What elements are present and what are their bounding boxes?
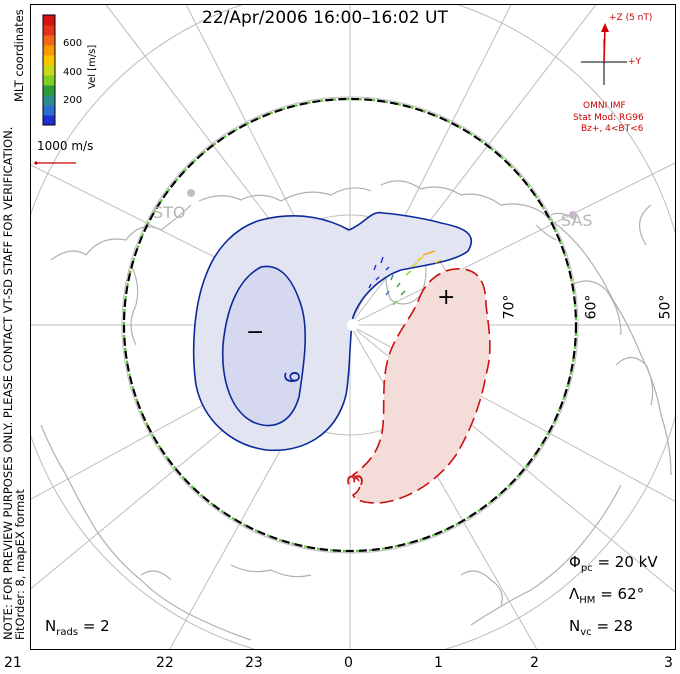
velocity-scale-tick-400: 400 — [63, 67, 83, 78]
fit-order-note: FitOrder: 8, mapEX format — [13, 489, 27, 640]
coordinate-system-label: MLT coordinates — [12, 9, 26, 102]
velocity-scale-tick-600: 600 — [63, 38, 83, 49]
color-scale-segment — [43, 75, 55, 86]
vector-count: Nvc = 28 — [569, 617, 633, 638]
radar-site-sto: STO — [153, 203, 186, 222]
mlt-hour-3: 3 — [664, 655, 673, 671]
imf-dial — [581, 23, 627, 85]
color-scale-segment — [43, 25, 55, 36]
negative-potential-minimum: − — [246, 320, 265, 345]
mlt-hour-0: 0 — [344, 655, 353, 671]
color-scale-segment — [43, 55, 55, 66]
color-scale-segment — [43, 45, 55, 56]
color-scale-segment — [43, 95, 55, 106]
positive-potential-maximum: + — [437, 285, 456, 310]
color-scale-segment — [43, 105, 55, 116]
mlt-hour-22: 22 — [156, 655, 174, 671]
imf-model-line2: Bz+, 4<BT<6 — [581, 124, 644, 134]
mlt-hour-1: 1 — [434, 655, 443, 671]
velocity-scale-label: Vel [m/s] — [87, 44, 98, 89]
imf-y-label: +Y — [628, 57, 642, 67]
color-scale-border — [42, 14, 56, 126]
negative-contour-label: 6 — [280, 370, 305, 384]
hm-boundary-latitude: ΛHM = 62° — [569, 585, 645, 606]
color-scale-segment — [43, 15, 55, 26]
map-frame: 70° 60° 50° STO SAS − + 6 3 600 400 200 … — [30, 4, 676, 650]
pole-marker — [347, 319, 359, 331]
mlt-hour-21: 21 — [4, 655, 22, 671]
hm-boundary — [122, 97, 578, 553]
negative-potential-cell — [192, 211, 473, 452]
latitude-label-60: 60° — [583, 294, 600, 320]
vector-scale-label: 1000 m/s — [37, 139, 94, 153]
vector-scale-arrow — [34, 161, 76, 165]
mlt-hour-2: 2 — [530, 655, 539, 671]
velocity-vectors — [368, 250, 442, 306]
radar-count: Nrads = 2 — [45, 617, 110, 638]
radar-site-sas: SAS — [561, 211, 593, 230]
positive-potential-cell — [351, 268, 491, 504]
color-scale-segment — [43, 65, 55, 76]
velocity-color-scale — [42, 14, 56, 126]
color-scale-segment — [43, 115, 55, 126]
imf-z-label: +Z (5 nT) — [609, 13, 653, 23]
convection-map — [31, 5, 675, 649]
radar-site-markers — [187, 189, 577, 219]
imf-model-line1: Stat Mod: RG96 — [573, 113, 644, 123]
imf-source: OMNI IMF — [583, 101, 626, 111]
latitude-label-50: 50° — [657, 294, 674, 320]
coastlines — [40, 180, 672, 641]
velocity-scale-tick-200: 200 — [63, 95, 83, 106]
color-scale-segment — [43, 85, 55, 96]
positive-contour-label: 3 — [343, 473, 368, 487]
plot-title: 22/Apr/2006 16:00–16:02 UT — [202, 8, 448, 28]
cross-polar-potential: Φpc = 20 kV — [569, 553, 658, 574]
latitude-label-70: 70° — [501, 294, 518, 320]
mlt-hour-23: 23 — [245, 655, 263, 671]
color-scale-segment — [43, 35, 55, 46]
